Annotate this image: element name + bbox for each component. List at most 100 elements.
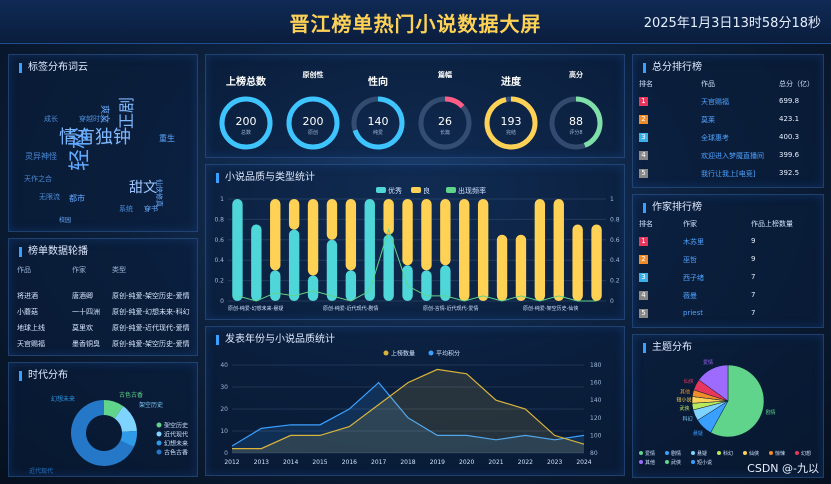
- y-tick-right: 0.4: [610, 257, 620, 264]
- gauge-arc: [418, 96, 472, 150]
- x-tick: 2020: [459, 459, 474, 466]
- table-row[interactable]: 4 欢迎进入梦魇直播间 399.6: [639, 149, 821, 163]
- gauge-sub: 评分8: [569, 129, 582, 136]
- table-row[interactable]: 1 天官赐福 699.8: [639, 95, 821, 109]
- cloud-word: 无限流: [39, 193, 60, 201]
- gauge-title: 原创性: [303, 70, 324, 79]
- table-row[interactable]: 5 我行让我上[电竞] 392.5: [639, 167, 821, 181]
- gauge-value: 200: [303, 115, 324, 128]
- legend-marker: [691, 451, 695, 455]
- table-cell: priest: [683, 309, 703, 317]
- gauge-sub: 纯爱: [373, 129, 383, 136]
- legend-marker: [446, 187, 456, 193]
- gauge-sub: 总数: [241, 129, 251, 136]
- bar-excellent: [251, 224, 262, 301]
- table-row[interactable]: 将进酒 唐酒卿 原创-纯爱-架空历史-爱情: [17, 291, 195, 305]
- cloud-word: 系统: [119, 205, 133, 213]
- legend-label: 良: [423, 186, 430, 195]
- y-tick: 0.8: [214, 216, 224, 223]
- page-title: 晋江榜单热门小说数据大屏: [289, 12, 542, 36]
- donut-slice: [120, 430, 138, 448]
- bar-excellent: [288, 229, 300, 301]
- x-tick: 2014: [283, 459, 298, 466]
- legend-marker: [639, 451, 643, 455]
- total-rank-panel: 总分排行榜 排名 作品 总分（亿） 1 天官赐福 699.8 2 莫莱 423.1 3 全球惠考 40…: [632, 54, 824, 188]
- cloud-word: 正剧: [117, 96, 136, 129]
- bar-good: [288, 199, 300, 230]
- x-label: 原创-纯爱-近代现代-剧情: [323, 305, 378, 312]
- quality-bar-chart: 0 0 0.2 0.2 0.4 0.4 0.6 0.6 0.8 0.8 1 1 优秀 良 出现频率原创-纯爱…: [214, 186, 620, 312]
- table-row[interactable]: 2 巫哲 9: [639, 253, 821, 267]
- column-header: 排名: [639, 220, 653, 228]
- era-panel: 时代分布 古色古香 架空历史 幻想未来 近代现代 架空历史 近代现代 幻想未来 古色古香: [8, 362, 198, 477]
- table-cell: 我行让我上[电竞]: [701, 170, 756, 178]
- frequency-line: [237, 227, 597, 302]
- slice-label: 其他: [680, 388, 690, 395]
- table-row[interactable]: 3 西子绪 7: [639, 271, 821, 285]
- column-header: 类型: [112, 266, 126, 274]
- bar-good: [553, 199, 564, 301]
- bar-good: [496, 234, 508, 301]
- bar-excellent: [383, 234, 394, 301]
- gauge-value: 140: [368, 115, 389, 128]
- legend-label: 科幻: [723, 450, 733, 457]
- column-header: 作家: [683, 220, 697, 228]
- panel-title: 作家排行榜: [643, 203, 702, 213]
- legend-label: 惊悚: [775, 450, 785, 457]
- legend-label: 爱情: [645, 450, 655, 457]
- rotation-panel: 榜单数据轮播 作品 作家 类型 将进酒 唐酒卿 原创-纯爱-架空历史-爱情 小蘑菇 一十四洲…: [8, 238, 198, 356]
- gauge-title: 上榜总数: [226, 75, 267, 88]
- table-row[interactable]: 1 木苏里 9: [639, 235, 821, 249]
- table-cell: 原创-纯爱-架空历史-爱情: [112, 292, 190, 300]
- table-cell: 墨香铜臭: [72, 340, 100, 348]
- slice-label: 武侠: [680, 405, 690, 412]
- x-tick: 2016: [342, 459, 357, 466]
- table-cell: 木苏里: [683, 238, 704, 246]
- table-row[interactable]: 4 薇曼 7: [639, 289, 821, 303]
- column-header: 总分（亿）: [779, 80, 814, 88]
- table-row[interactable]: 5 priest 7: [639, 307, 821, 321]
- legend-marker: [411, 187, 421, 193]
- table-row[interactable]: 2 莫莱 423.1: [639, 113, 821, 127]
- y-tick: 40: [220, 362, 228, 369]
- bar-good: [591, 224, 602, 301]
- y-tick-right: 0: [610, 298, 614, 305]
- table-row[interactable]: 天官赐福 墨香铜臭 原创-纯爱-架空历史-爱情: [17, 339, 195, 353]
- table-cell: 7: [751, 273, 756, 281]
- legend-marker: [156, 449, 162, 455]
- table-cell: 巫哲: [683, 256, 697, 264]
- bar-good: [515, 234, 527, 301]
- slice-label: 爱情: [703, 359, 713, 366]
- table-cell: 7: [751, 291, 756, 299]
- legend-marker: [156, 422, 162, 428]
- cloud-word: 成长: [44, 115, 58, 123]
- rank-badge: 3: [639, 273, 648, 282]
- rank-badge: 4: [639, 291, 648, 300]
- slice-label: 架空历史: [139, 401, 163, 409]
- bar-good: [477, 199, 489, 301]
- y-tick: 0.6: [214, 237, 224, 244]
- panel-title: 时代分布: [19, 371, 68, 381]
- slice-label: 剧情: [766, 409, 776, 416]
- x-tick: 2013: [254, 459, 269, 466]
- y-tick-right: 1: [610, 196, 614, 203]
- table-cell: 423.1: [779, 115, 800, 123]
- table-row[interactable]: 小蘑菇 一十四洲 原创-纯爱-幻想未来-科幻: [17, 307, 195, 321]
- table-row[interactable]: 地球上线 莫里欢 原创-纯爱-近代现代-爱情: [17, 323, 195, 337]
- table-cell: 西子绪: [683, 274, 704, 282]
- table-row[interactable]: 3 全球惠考 400.3: [639, 131, 821, 145]
- y-tick: 0.2: [214, 278, 224, 285]
- cloud-word: 校园: [59, 217, 72, 224]
- x-tick: 2023: [547, 459, 562, 466]
- bar-good: [440, 199, 451, 266]
- x-tick: 2015: [312, 459, 327, 466]
- cloud-word: 都市: [69, 194, 85, 203]
- bar-excellent: [326, 239, 338, 301]
- legend-marker: [156, 431, 162, 437]
- bar-excellent: [421, 270, 432, 301]
- y-tick: 1: [220, 196, 224, 203]
- slice-label: 悬疑: [693, 430, 703, 437]
- legend-marker: [717, 451, 721, 455]
- gauge-arc: [286, 96, 340, 150]
